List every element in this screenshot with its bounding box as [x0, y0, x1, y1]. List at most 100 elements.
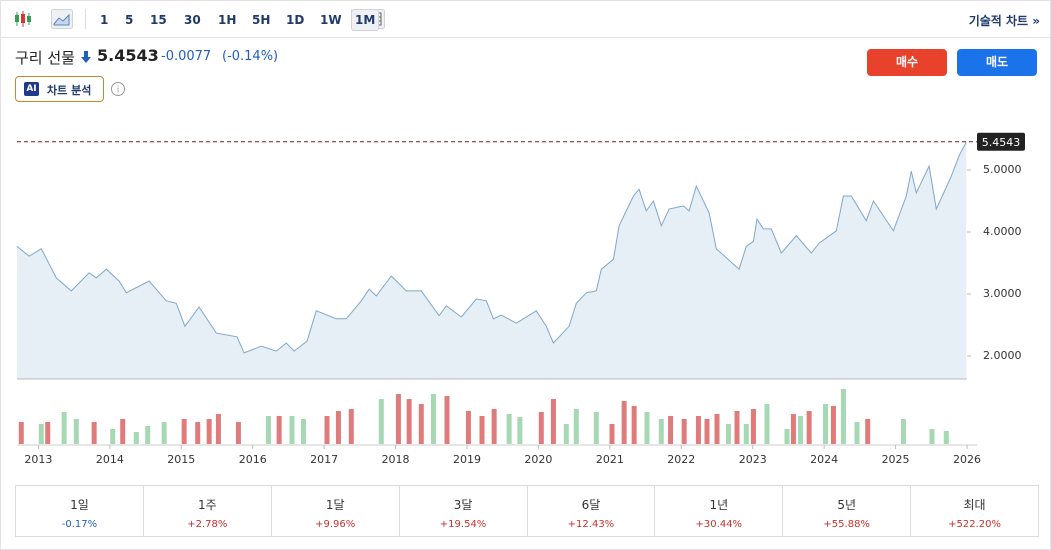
period-label: 최대 [963, 498, 986, 512]
performance-cell: 1주 +2.78% [144, 486, 272, 536]
x-tick-label: 2018 [382, 453, 410, 466]
interval-button[interactable]: 15 [150, 13, 167, 27]
volume-bar [644, 412, 650, 444]
tech-chart-link[interactable]: 기술적 차트 » [968, 14, 1040, 28]
period-change: +30.44% [695, 519, 743, 530]
volume-bar [790, 414, 796, 444]
change-pct: (-0.14%) [222, 49, 279, 64]
volume-bar [215, 414, 221, 444]
volume-bar [704, 419, 710, 444]
performance-cell: 1일 -0.17% [16, 486, 144, 536]
volume-bar [110, 429, 116, 444]
volume-bar [161, 422, 167, 444]
area-icon[interactable] [51, 9, 73, 29]
volume-bar [798, 416, 804, 444]
volume-bar [784, 429, 790, 444]
x-tick-label: 2023 [739, 453, 767, 466]
performance-cell: 3달 +19.54% [400, 486, 528, 536]
performance-table: 1일 -0.17% 1주 +2.78% 1달 +9.96% 3달 +19.54% 6달 +12.4… [15, 485, 1039, 537]
x-tick-label: 2017 [310, 453, 338, 466]
volume-bar [444, 396, 450, 444]
interval-button[interactable]: 1H [218, 13, 237, 27]
volume-bar [195, 422, 201, 444]
volume-bar [289, 416, 295, 444]
x-tick-label: 2024 [810, 453, 838, 466]
x-tick-label: 2022 [667, 453, 695, 466]
volume-bar [563, 424, 569, 444]
volume-bar [45, 422, 51, 444]
volume-bar [133, 432, 139, 444]
ai-badge: AI [24, 82, 39, 96]
interval-button[interactable]: 1 [100, 13, 109, 27]
period-change: +12.43% [567, 519, 615, 530]
x-tick-label: 2013 [24, 453, 52, 466]
interval-button[interactable]: 1W [320, 13, 342, 27]
last-price-label: 5.4543 [982, 136, 1021, 149]
volume-bar [406, 399, 412, 444]
volume-bar [609, 424, 615, 444]
period-label: 1주 [197, 498, 217, 512]
volume-bar [750, 409, 756, 444]
period-change: +9.96% [315, 519, 356, 530]
ai-button[interactable]: AI 차트 분석 [15, 76, 104, 102]
y-tick-label: 2.0000 [983, 349, 1022, 362]
volume-bar [335, 411, 341, 444]
interval-button[interactable]: 5 [125, 13, 134, 27]
x-tick-label: 2021 [596, 453, 624, 466]
period-label: 6달 [581, 498, 601, 512]
change: -0.0077 [161, 49, 212, 64]
volume-bar [73, 419, 79, 444]
volume-bar [764, 404, 770, 444]
period-change: +2.78% [187, 519, 228, 530]
volume-bar [658, 419, 664, 444]
interval-button[interactable]: 1D [286, 13, 305, 27]
volume-bar [38, 424, 44, 444]
volume-bar [18, 422, 24, 444]
volume-bar [593, 412, 599, 444]
volume-bar [695, 416, 701, 444]
volume-bar [631, 406, 637, 444]
info-icon[interactable]: i [110, 81, 126, 97]
period-change: +55.88% [823, 519, 870, 530]
interval-button[interactable]: 5H [252, 13, 271, 27]
volume-bar [668, 416, 674, 444]
volume-bar [854, 422, 860, 444]
volume-bar [145, 426, 151, 444]
volume-bar [235, 422, 241, 444]
volume-bar [743, 424, 749, 444]
svg-text:i: i [117, 86, 120, 96]
x-tick-label: 2020 [524, 453, 552, 466]
volume-bar [91, 422, 97, 444]
volume-bar [900, 419, 906, 444]
volume-bar [550, 399, 556, 444]
sell-button[interactable]: 매도 [957, 49, 1037, 76]
volume-bar [181, 419, 187, 444]
volume-bar [734, 411, 740, 444]
volume-bar [61, 412, 67, 444]
volume-bar [725, 424, 731, 444]
buy-button[interactable]: 매수 [867, 49, 947, 76]
instrument-name: 구리 선물 [15, 49, 75, 67]
candle-icon[interactable] [13, 10, 33, 28]
price-line [16, 141, 967, 354]
volume-bar [806, 411, 812, 444]
interval-button[interactable]: 30 [184, 13, 201, 27]
performance-cell: 5년 +55.88% [783, 486, 912, 536]
volume-bar [573, 409, 579, 444]
x-tick-label: 2015 [167, 453, 195, 466]
x-tick-label: 2014 [96, 453, 124, 466]
period-label: 1일 [70, 498, 89, 512]
period-label: 3달 [453, 498, 473, 512]
period-label: 1달 [325, 498, 345, 512]
period-label: 5년 [837, 498, 857, 512]
volume-bar [348, 409, 354, 444]
volume-bar [206, 419, 212, 444]
price-area [17, 142, 967, 379]
volume-bar [517, 417, 523, 444]
volume-bar [830, 406, 836, 444]
volume-bar [324, 416, 330, 444]
y-tick-label: 3.0000 [983, 287, 1022, 300]
interval-button[interactable]: 1M [351, 9, 380, 31]
volume-bar [506, 414, 512, 444]
